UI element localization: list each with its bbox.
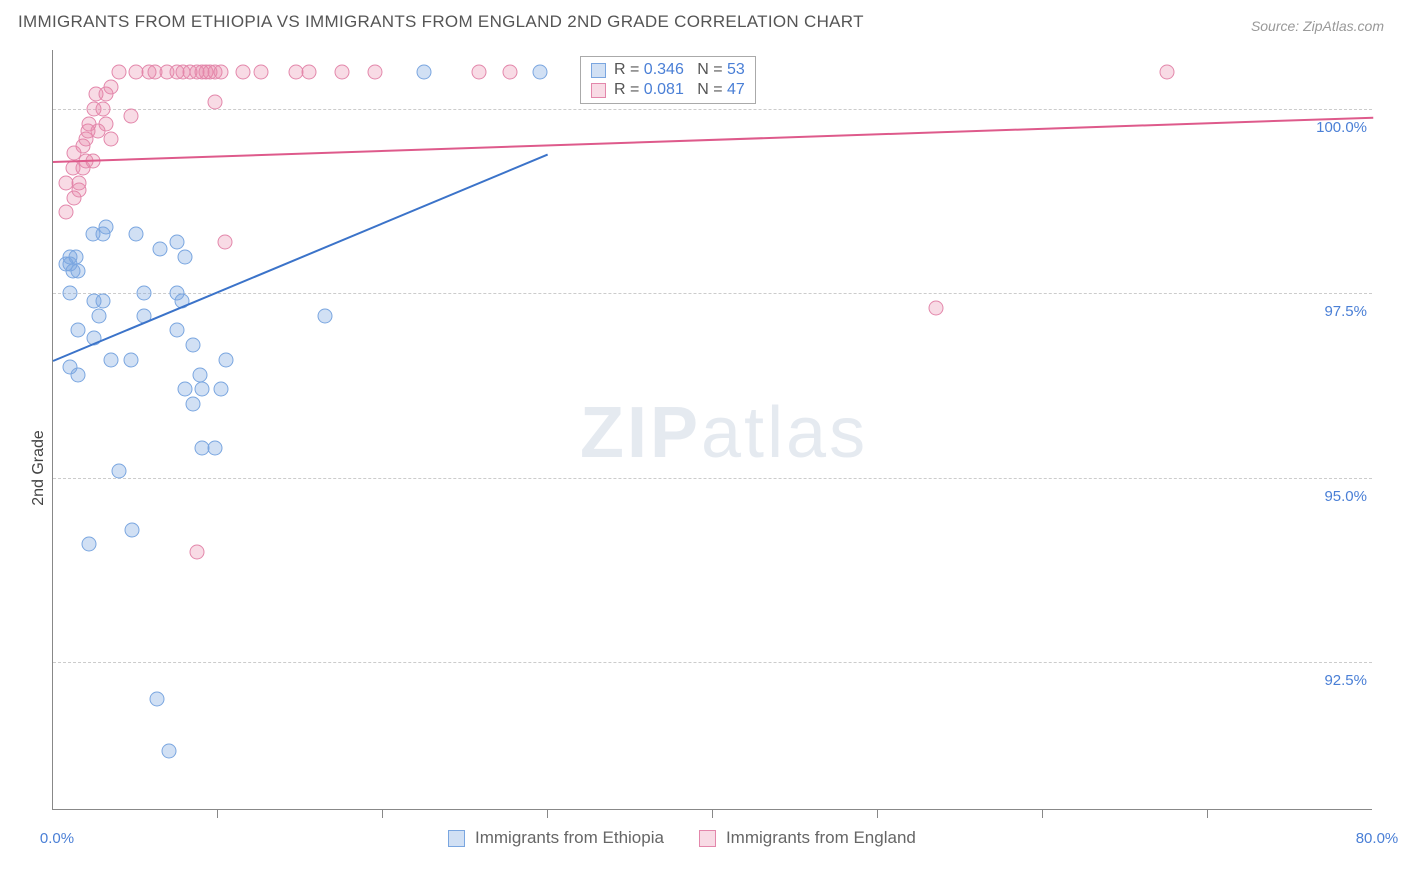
data-point — [82, 537, 97, 552]
data-point — [334, 65, 349, 80]
stats-row: R = 0.346 N = 53 — [581, 60, 755, 80]
regression-line — [53, 116, 1373, 162]
bottom-legend: Immigrants from Ethiopia Immigrants from … — [448, 828, 941, 848]
data-point — [62, 286, 77, 301]
data-point — [207, 441, 222, 456]
x-tick — [217, 810, 218, 818]
x-tick — [547, 810, 548, 818]
data-point — [123, 109, 138, 124]
gridline — [53, 478, 1372, 479]
data-point — [417, 65, 432, 80]
data-point — [112, 463, 127, 478]
data-point — [301, 65, 316, 80]
data-point — [367, 65, 382, 80]
data-point — [194, 382, 209, 397]
data-point — [70, 264, 85, 279]
data-point — [59, 205, 74, 220]
chart-source: Source: ZipAtlas.com — [1251, 18, 1384, 34]
watermark: ZIPatlas — [580, 392, 868, 474]
data-point — [72, 175, 87, 190]
data-point — [161, 743, 176, 758]
x-tick-label: 0.0% — [32, 830, 82, 847]
chart-container: IMMIGRANTS FROM ETHIOPIA VS IMMIGRANTS F… — [0, 0, 1406, 892]
stats-legend-box: R = 0.346 N = 53 R = 0.081 N = 47 — [580, 56, 756, 104]
y-tick-label: 97.5% — [1307, 303, 1367, 320]
data-point — [169, 234, 184, 249]
data-point — [136, 286, 151, 301]
data-point — [192, 367, 207, 382]
data-point — [153, 242, 168, 257]
legend-label: Immigrants from Ethiopia — [475, 828, 664, 848]
data-point — [189, 544, 204, 559]
data-point — [95, 293, 110, 308]
data-point — [98, 116, 113, 131]
data-point — [178, 249, 193, 264]
data-point — [214, 65, 229, 80]
y-tick-label: 95.0% — [1307, 488, 1367, 505]
data-point — [123, 352, 138, 367]
data-point — [128, 227, 143, 242]
regression-line — [53, 153, 549, 361]
data-point — [217, 234, 232, 249]
data-point — [503, 65, 518, 80]
data-point — [125, 522, 140, 537]
legend-label: Immigrants from England — [726, 828, 916, 848]
x-tick — [382, 810, 383, 818]
legend-swatch — [591, 83, 606, 98]
gridline — [53, 662, 1372, 663]
legend-swatch — [591, 63, 606, 78]
data-point — [69, 249, 84, 264]
x-tick — [1207, 810, 1208, 818]
x-tick — [712, 810, 713, 818]
data-point — [103, 352, 118, 367]
stats-text: R = 0.081 N = 47 — [614, 81, 745, 99]
data-point — [253, 65, 268, 80]
y-tick-label: 92.5% — [1307, 672, 1367, 689]
data-point — [62, 360, 77, 375]
legend-swatch — [448, 830, 465, 847]
gridline — [53, 293, 1372, 294]
data-point — [178, 382, 193, 397]
data-point — [98, 220, 113, 235]
data-point — [219, 352, 234, 367]
data-point — [186, 338, 201, 353]
data-point — [207, 94, 222, 109]
watermark-thin: atlas — [701, 393, 868, 473]
data-point — [103, 131, 118, 146]
x-tick — [877, 810, 878, 818]
data-point — [149, 692, 164, 707]
data-point — [318, 308, 333, 323]
data-point — [112, 65, 127, 80]
data-point — [92, 308, 107, 323]
data-point — [169, 323, 184, 338]
data-point — [186, 397, 201, 412]
stats-text: R = 0.346 N = 53 — [614, 61, 745, 79]
data-point — [532, 65, 547, 80]
data-point — [235, 65, 250, 80]
data-point — [214, 382, 229, 397]
x-tick — [1042, 810, 1043, 818]
x-tick-label: 80.0% — [1352, 830, 1402, 847]
legend-swatch — [699, 830, 716, 847]
gridline — [53, 109, 1372, 110]
data-point — [95, 102, 110, 117]
y-tick-label: 100.0% — [1307, 119, 1367, 136]
watermark-bold: ZIP — [580, 393, 701, 473]
data-point — [928, 301, 943, 316]
data-point — [70, 323, 85, 338]
chart-title: IMMIGRANTS FROM ETHIOPIA VS IMMIGRANTS F… — [18, 12, 864, 32]
data-point — [1159, 65, 1174, 80]
y-axis-title: 2nd Grade — [30, 430, 48, 506]
stats-row: R = 0.081 N = 47 — [581, 80, 755, 100]
data-point — [103, 79, 118, 94]
data-point — [471, 65, 486, 80]
